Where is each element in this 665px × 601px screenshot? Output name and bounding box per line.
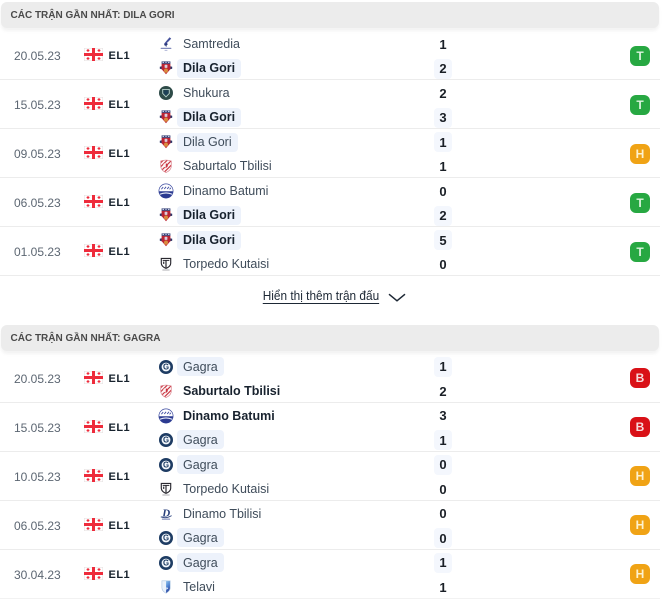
svg-text:G: G [163, 533, 169, 542]
svg-text:D: D [161, 507, 170, 519]
svg-text:G: G [163, 460, 169, 469]
svg-text:G: G [163, 558, 169, 567]
svg-text:G: G [163, 362, 169, 371]
svg-text:G: G [163, 435, 169, 444]
